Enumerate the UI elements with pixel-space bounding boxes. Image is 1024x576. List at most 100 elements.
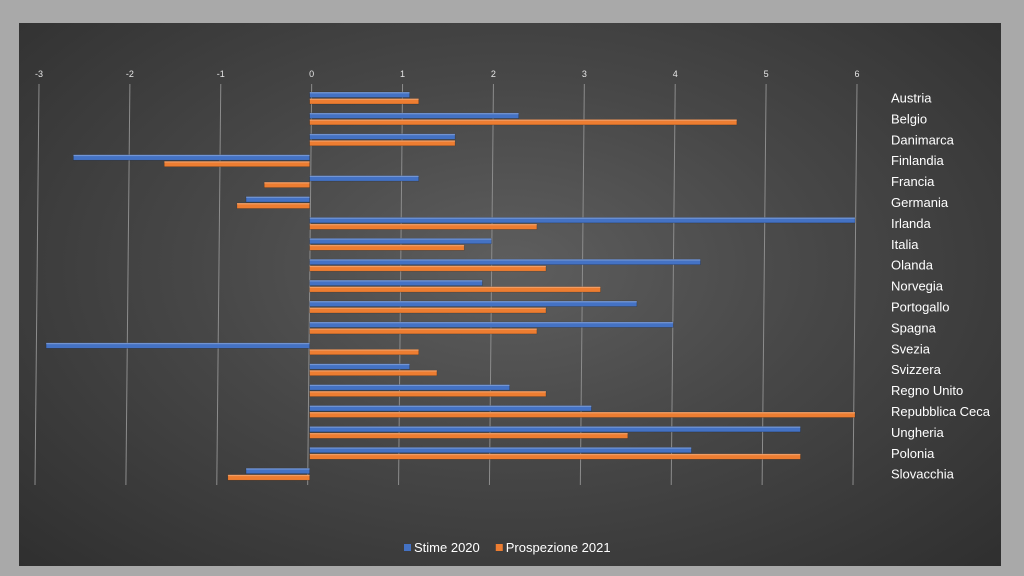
bar-stime-2020 [309, 279, 483, 286]
bar-highlight [309, 286, 601, 288]
bar-stime-2020 [45, 342, 310, 349]
bar-stime-2020 [245, 196, 310, 203]
category-label: Portogallo [891, 300, 950, 315]
bar-highlight [236, 203, 310, 205]
bar-prospezione-2021 [227, 474, 310, 481]
x-tick-label: 4 [673, 69, 678, 79]
bar-highlight [309, 453, 801, 456]
bar-stime-2020 [309, 258, 701, 265]
bar-stime-2020 [309, 238, 492, 245]
bar-highlight [309, 92, 410, 94]
x-tick-label: 6 [854, 69, 859, 79]
bar-highlight [309, 217, 856, 219]
bar-highlight [309, 259, 701, 261]
bar-highlight [164, 161, 310, 163]
gridline [34, 83, 40, 486]
bar-prospezione-2021 [309, 453, 801, 460]
bar-prospezione-2021 [309, 265, 547, 272]
legend: Stime 2020 Prospezione 2021 [404, 540, 611, 555]
bar-highlight [309, 280, 483, 282]
category-label: Svezia [891, 341, 931, 356]
bar-highlight [309, 349, 419, 351]
x-tick-label: 3 [582, 69, 587, 79]
bar-highlight [309, 391, 546, 393]
bar-prospezione-2021 [309, 98, 419, 105]
bar-stime-2020 [309, 175, 419, 182]
bar-highlight [309, 119, 737, 121]
gridline [670, 83, 676, 486]
x-tick-label: 0 [309, 69, 314, 79]
x-tick-label: 5 [764, 69, 769, 79]
bar-prospezione-2021 [309, 119, 738, 126]
chart-panel: -3 -2 -1 0 1 2 3 4 5 6 Austria Belgio Danimarca Finl… [19, 23, 1001, 566]
bar-stime-2020 [309, 426, 801, 433]
gridline [488, 83, 494, 486]
bar-prospezione-2021 [309, 328, 538, 335]
bar-prospezione-2021 [309, 349, 419, 356]
x-tick-label: -1 [217, 69, 225, 79]
bar-highlight [309, 447, 692, 449]
bars [45, 91, 856, 481]
bar-prospezione-2021 [309, 411, 856, 418]
x-tick-label: -3 [35, 69, 43, 79]
bar-stime-2020 [309, 447, 692, 454]
bar-highlight [309, 307, 546, 309]
gridline [216, 83, 222, 486]
bar-stime-2020 [309, 112, 519, 119]
bar-highlight [309, 244, 465, 247]
category-label: Polonia [891, 446, 935, 461]
bar-prospezione-2021 [309, 390, 547, 397]
bar-stime-2020 [309, 363, 410, 370]
bar-highlight [309, 301, 637, 303]
x-tick-label: -2 [126, 69, 134, 79]
bar-stime-2020 [309, 217, 856, 224]
bar-highlight [309, 98, 419, 100]
bar-prospezione-2021 [309, 244, 465, 251]
bar-stime-2020 [309, 321, 674, 328]
bar-stime-2020 [309, 91, 410, 98]
bar-highlight [309, 133, 456, 136]
bar-highlight [246, 196, 310, 198]
bar-highlight [309, 321, 674, 324]
legend-label: Prospezione 2021 [506, 540, 611, 555]
bar-highlight [309, 405, 592, 407]
bar-highlight [309, 112, 519, 115]
gridline [852, 83, 858, 486]
bar-highlight [309, 363, 410, 366]
bar-highlight [309, 412, 856, 414]
bar-prospezione-2021 [236, 202, 310, 209]
bar-highlight [309, 223, 537, 226]
category-label: Repubblica Ceca [891, 404, 991, 419]
bar-stime-2020 [309, 133, 456, 140]
category-label: Slovacchia [891, 467, 955, 482]
gridline [761, 83, 767, 486]
x-tick-label: 1 [400, 69, 405, 79]
category-label: Belgio [891, 111, 927, 126]
category-label: Italia [891, 237, 919, 252]
bar-highlight [309, 140, 456, 142]
category-label: Austria [891, 91, 932, 106]
category-label: Regno Unito [891, 383, 963, 398]
bar-highlight [264, 182, 310, 184]
bar-prospezione-2021 [309, 223, 538, 230]
category-label: Spagna [891, 320, 937, 335]
category-label: Ungheria [891, 425, 945, 440]
bar-highlight [309, 265, 546, 268]
legend-swatch [404, 544, 411, 551]
category-label: Danimarca [891, 132, 955, 147]
bar-highlight [309, 238, 492, 240]
bar-highlight [309, 426, 801, 428]
category-label: Svizzera [891, 362, 942, 377]
bar-prospezione-2021 [309, 286, 601, 293]
category-label: Olanda [891, 258, 934, 273]
category-label: Germania [891, 195, 949, 210]
bar-highlight [309, 175, 419, 177]
bar-highlight [309, 384, 510, 386]
bar-stime-2020 [309, 300, 638, 307]
category-label: Norvegia [891, 279, 944, 294]
bar-prospezione-2021 [263, 181, 310, 188]
x-axis-ticks: -3 -2 -1 0 1 2 3 4 5 6 [35, 69, 860, 79]
category-label: Francia [891, 174, 935, 189]
category-labels: Austria Belgio Danimarca Finlandia Francia Ge… [891, 91, 991, 482]
bar-highlight [309, 370, 437, 372]
